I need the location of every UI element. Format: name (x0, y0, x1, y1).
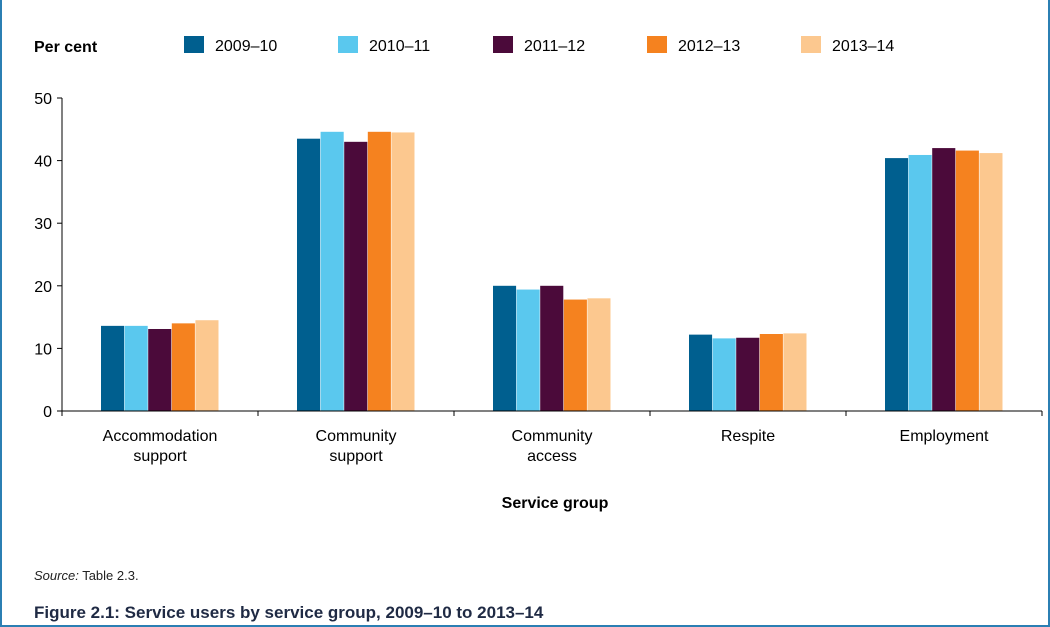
bar (516, 289, 540, 411)
bar (297, 138, 321, 411)
category-label: Accommodation support (103, 428, 218, 465)
source-label: Source: (34, 568, 79, 583)
legend-label: 2011–12 (524, 38, 585, 55)
y-tick-label: 0 (43, 404, 52, 421)
figure-caption: Figure 2.1: Service users by service gro… (34, 603, 544, 622)
y-axis-title: Per cent (34, 39, 98, 56)
legend-swatch (338, 36, 358, 53)
y-axis: 0 10 20 30 40 50 (34, 91, 63, 421)
bar (979, 153, 1003, 411)
bar (783, 333, 807, 411)
legend-label: 2013–14 (832, 38, 894, 55)
y-tick-label: 40 (34, 154, 52, 171)
legend-swatch (647, 36, 667, 53)
y-tick-label: 50 (34, 91, 52, 108)
bar (493, 285, 517, 411)
legend-label: 2012–13 (678, 38, 740, 55)
legend-swatch (184, 36, 204, 53)
category-label: Community access (512, 428, 593, 465)
bar (148, 328, 172, 411)
category-label: Respite (721, 428, 775, 445)
bar (367, 131, 391, 411)
bar (171, 323, 195, 411)
y-tick-label: 10 (34, 341, 52, 358)
bar (932, 148, 956, 411)
x-axis-title: Service group (502, 495, 609, 512)
category-label: Employment (900, 428, 989, 445)
x-axis: Accommodation support Community support Comm… (61, 410, 1043, 465)
bar (391, 132, 415, 411)
bar (563, 299, 587, 411)
bar (955, 150, 979, 412)
source-text: Table 2.3. (78, 568, 139, 583)
bar (885, 158, 909, 411)
bar (712, 338, 736, 411)
source-note: Source: Table 2.3. (34, 568, 139, 583)
bar (320, 131, 344, 411)
legend: 2009–10 2010–11 2011–12 2012–13 2013–14 (184, 36, 894, 55)
bar (124, 325, 148, 411)
legend-swatch (493, 36, 513, 53)
bar (101, 325, 125, 411)
y-tick-label: 20 (34, 279, 52, 296)
bar (587, 298, 611, 411)
bar (195, 320, 219, 411)
legend-label: 2009–10 (215, 38, 277, 55)
bar (689, 334, 713, 411)
bar (344, 141, 368, 411)
bar (759, 334, 783, 411)
bar (540, 285, 564, 411)
bars (101, 131, 1003, 412)
category-label: Community support (316, 428, 397, 465)
y-tick-label: 30 (34, 216, 52, 233)
legend-label: 2010–11 (369, 38, 430, 55)
chart: Per cent 2009–10 2010–11 2011–12 2012–13 201… (34, 36, 1043, 512)
legend-swatch (801, 36, 821, 53)
bar (908, 154, 932, 411)
bar (736, 337, 760, 411)
